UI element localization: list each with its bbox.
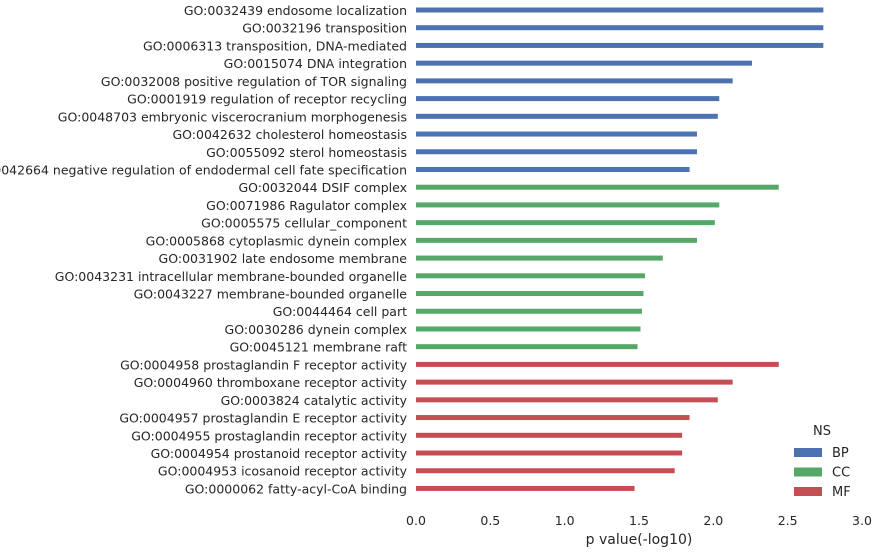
bar-bp <box>416 149 697 155</box>
category-label: GO:0000062 fatty-acyl-CoA binding <box>185 481 407 496</box>
category-label: GO:0004958 prostaglandin F receptor acti… <box>120 357 408 372</box>
category-label: GO:0032008 positive regulation of TOR si… <box>101 74 407 89</box>
bar-bp <box>416 25 824 31</box>
bar-cc <box>416 344 638 350</box>
bars-group <box>416 7 824 491</box>
x-tick-label: 2.0 <box>703 513 723 528</box>
bar-bp <box>416 78 733 84</box>
category-label: GO:0042632 cholesterol homeostasis <box>173 127 408 142</box>
legend-swatch-cc <box>794 467 822 477</box>
category-label: GO:0045121 membrane raft <box>230 340 408 355</box>
category-label: GO:0032044 DSIF complex <box>238 180 407 195</box>
bar-mf <box>416 432 683 438</box>
category-label: GO:0005575 cellular_component <box>201 216 407 231</box>
bar-mf <box>416 361 779 367</box>
bar-cc <box>416 255 663 261</box>
bar-bp <box>416 42 824 48</box>
bar-cc <box>416 184 779 190</box>
category-label: GO:0043231 intracellular membrane-bounde… <box>55 269 408 284</box>
category-label: GO:0032196 transposition <box>242 21 407 36</box>
x-tick-label: 1.5 <box>629 513 649 528</box>
category-label: GO:0071986 Ragulator complex <box>206 198 407 213</box>
bar-mf <box>416 485 635 491</box>
x-tick-label: 2.5 <box>778 513 798 528</box>
legend: NS BP CC MF <box>794 424 851 500</box>
category-labels: GO:0032439 endosome localization GO:00321… <box>0 3 408 496</box>
bar-mf <box>416 468 675 474</box>
bar-cc <box>416 202 720 208</box>
category-label: GO:0043227 membrane-bounded organelle <box>134 287 408 302</box>
category-label: GO:0031902 late endosome membrane <box>159 251 408 266</box>
legend-title: NS <box>813 424 831 439</box>
legend-label-cc: CC <box>832 466 850 481</box>
bar-bp <box>416 166 690 172</box>
bar-bp <box>416 60 752 66</box>
category-label: GO:0006313 transposition, DNA-mediated <box>143 38 407 53</box>
x-tick-label: 0.5 <box>480 513 500 528</box>
bar-cc <box>416 220 715 226</box>
legend-label-mf: MF <box>832 485 851 500</box>
bar-cc <box>416 308 642 314</box>
category-label: GO:0004954 prostanoid receptor activity <box>151 446 408 461</box>
bar-mf <box>416 397 718 403</box>
bar-mf <box>416 379 733 385</box>
category-label: GO:0004957 prostaglandin E receptor acti… <box>119 411 407 426</box>
category-label: GO:0003824 catalytic activity <box>221 393 408 408</box>
category-label: GO:0042664 negative regulation of endode… <box>0 162 407 177</box>
category-label: GO:0048703 embryonic viscerocranium morp… <box>58 109 407 124</box>
bar-bp <box>416 131 697 137</box>
bar-mf <box>416 450 683 456</box>
category-label: GO:0004960 thromboxane receptor activity <box>134 375 408 390</box>
bar-mf <box>416 415 690 421</box>
x-axis-ticks: 0.0 0.5 1.0 1.5 2.0 2.5 3.0 <box>406 513 872 528</box>
category-label: GO:0044464 cell part <box>273 304 407 319</box>
x-tick-label: 1.0 <box>555 513 575 528</box>
bar-bp <box>416 7 824 13</box>
category-label: GO:0032439 endosome localization <box>184 3 407 18</box>
category-label: GO:0015074 DNA integration <box>224 56 407 71</box>
category-label: GO:0005868 cytoplasmic dynein complex <box>146 233 407 248</box>
bar-bp <box>416 96 720 102</box>
category-label: GO:0030286 dynein complex <box>225 322 407 337</box>
category-label: GO:0004953 icosanoid receptor activity <box>158 464 408 479</box>
bar-cc <box>416 237 697 243</box>
x-tick-label: 3.0 <box>852 513 872 528</box>
category-label: GO:0055092 sterol homeostasis <box>206 145 407 160</box>
bar-cc <box>416 273 645 279</box>
legend-swatch-bp <box>794 448 822 457</box>
bar-cc <box>416 291 644 297</box>
category-label: GO:0004955 prostaglandin receptor activi… <box>131 428 407 443</box>
x-tick-label: 0.0 <box>406 513 426 528</box>
legend-label-bp: BP <box>832 446 849 461</box>
legend-swatch-mf <box>794 487 822 496</box>
x-axis-title: p value(-log10) <box>586 532 693 548</box>
bar-cc <box>416 326 641 332</box>
bar-bp <box>416 113 718 119</box>
category-label: GO:0001919 regulation of receptor recycl… <box>127 92 407 107</box>
